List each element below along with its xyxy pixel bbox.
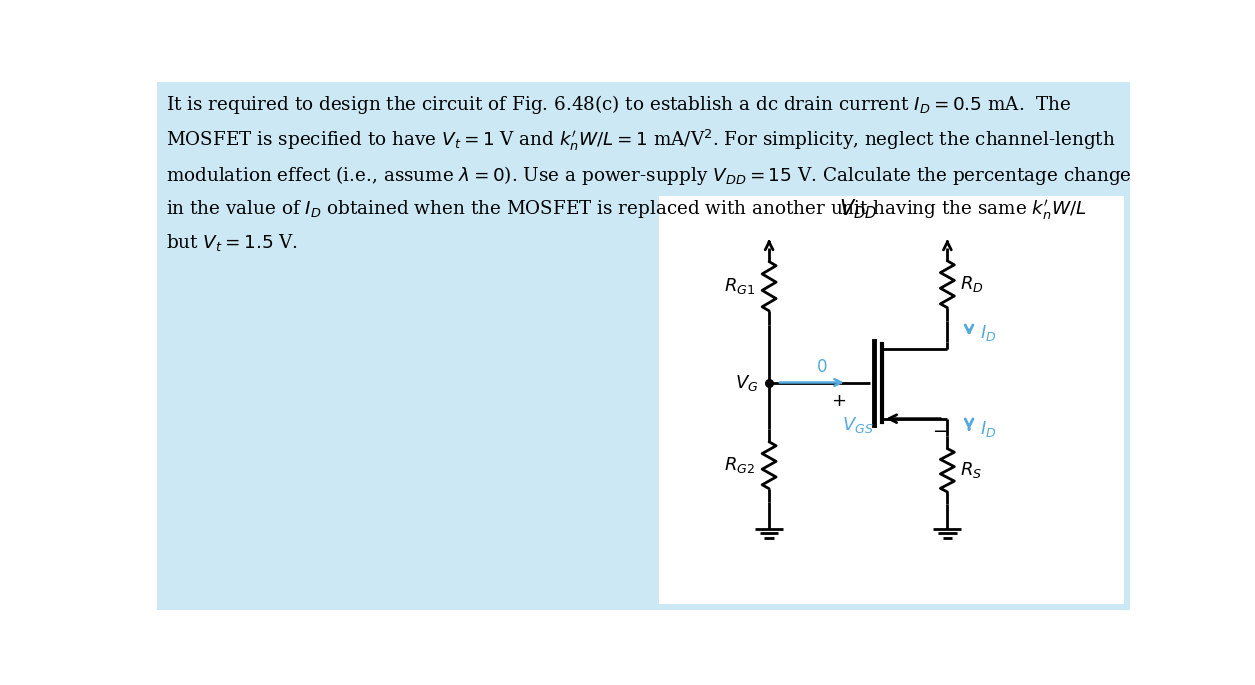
Text: $+$: $+$ [831, 392, 846, 410]
Text: $V_{GS}$: $V_{GS}$ [842, 415, 873, 435]
Text: $V_{DD}$: $V_{DD}$ [840, 197, 877, 221]
Text: $I_D$: $I_D$ [980, 419, 996, 440]
Bar [659, 196, 1124, 604]
Text: $I_D$: $I_D$ [980, 323, 996, 342]
Text: $R_S$: $R_S$ [960, 460, 981, 480]
Text: It is required to design the circuit of Fig. 6.48(c) to establish a dc drain cur: It is required to design the circuit of … [166, 93, 1132, 253]
Text: $R_{G2}$: $R_{G2}$ [724, 456, 756, 475]
Text: $V_G$: $V_G$ [735, 373, 758, 393]
Text: $0$: $0$ [816, 358, 827, 376]
Text: $R_D$: $R_D$ [960, 274, 984, 295]
Text: $R_{G1}$: $R_{G1}$ [724, 276, 756, 296]
Text: $-$: $-$ [932, 421, 948, 439]
